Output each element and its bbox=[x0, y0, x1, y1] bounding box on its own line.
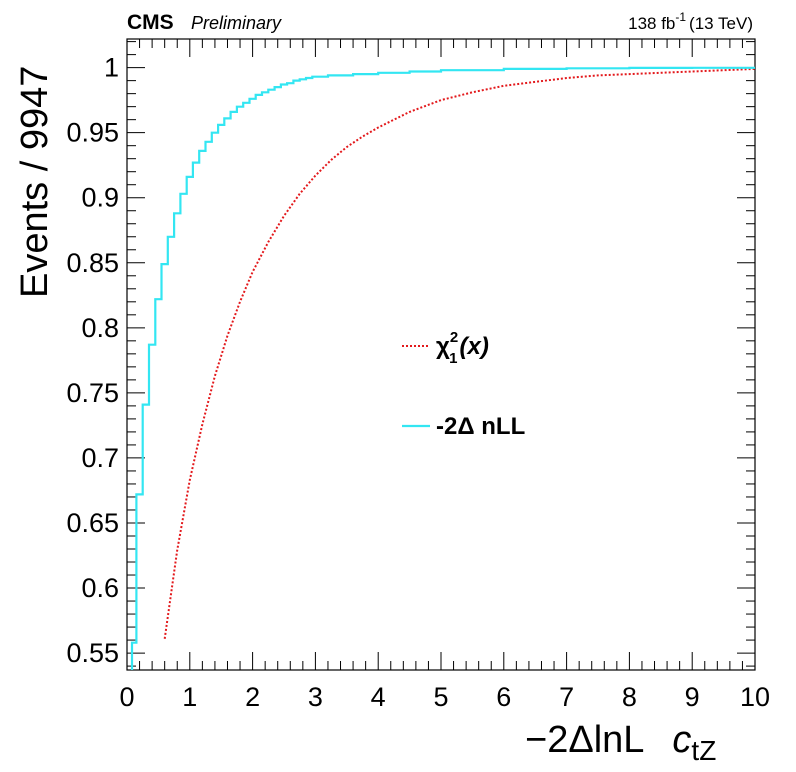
y-tick-label: 1 bbox=[104, 53, 119, 83]
x-axis-title-param-sub: tZ bbox=[691, 735, 716, 766]
x-tick-label: 4 bbox=[371, 682, 386, 712]
y-tick-label: 0.9 bbox=[81, 183, 119, 213]
legend-chi2-base: χ bbox=[436, 333, 450, 360]
y-axis-ticks bbox=[127, 41, 755, 667]
y-axis-tick-labels: 0.55 0.6 0.65 0.7 0.75 0.8 0.85 0.9 0.95 1 bbox=[66, 53, 119, 668]
lumi-label: 138 fb-1 (13 TeV) bbox=[628, 10, 753, 33]
y-tick-label: 0.65 bbox=[66, 508, 119, 538]
lumi-exponent: -1 bbox=[675, 10, 686, 24]
y-tick-label: 0.95 bbox=[66, 118, 119, 148]
x-tick-label: 9 bbox=[685, 682, 700, 712]
lumi-energy: (13 TeV) bbox=[689, 14, 753, 33]
x-tick-label: 6 bbox=[496, 682, 511, 712]
x-tick-label: 10 bbox=[740, 682, 770, 712]
x-tick-label: 0 bbox=[119, 682, 134, 712]
legend-chi2-arg: (x) bbox=[460, 333, 489, 360]
x-tick-label: 3 bbox=[308, 682, 323, 712]
y-tick-label: 0.75 bbox=[66, 378, 119, 408]
x-axis-tick-labels: 0 1 2 3 4 5 6 7 8 9 10 bbox=[119, 682, 770, 712]
legend-chi2-label: χ2 1(x) bbox=[436, 329, 489, 367]
y-axis-title: Events / 9947 bbox=[14, 66, 56, 298]
y-tick-label: 0.7 bbox=[81, 443, 119, 473]
x-tick-label: 7 bbox=[559, 682, 574, 712]
legend: χ2 1(x) -2Δ nLL bbox=[402, 329, 525, 440]
x-tick-label: 8 bbox=[622, 682, 637, 712]
y-tick-label: 0.85 bbox=[66, 248, 119, 278]
lumi-value: 138 fb bbox=[628, 14, 675, 33]
status-label: Preliminary bbox=[191, 13, 282, 33]
y-tick-label: 0.55 bbox=[66, 638, 119, 668]
x-axis-title-param: c bbox=[672, 719, 691, 761]
y-tick-label: 0.6 bbox=[81, 573, 119, 603]
y-tick-label: 0.8 bbox=[81, 313, 119, 343]
series-nll-curve bbox=[130, 66, 755, 670]
x-axis-ticks bbox=[126, 39, 756, 670]
x-tick-label: 2 bbox=[245, 682, 260, 712]
x-tick-label: 1 bbox=[182, 682, 197, 712]
experiment-label: CMS bbox=[127, 11, 174, 34]
x-axis-title: −2ΔlnL ctZ bbox=[525, 719, 716, 766]
legend-chi2-sup: 2 bbox=[450, 329, 458, 346]
legend-chi2-sub: 1 bbox=[449, 350, 457, 367]
x-tick-label: 5 bbox=[433, 682, 448, 712]
series-chi2-curve bbox=[163, 67, 755, 639]
x-axis-title-main: −2ΔlnL bbox=[525, 719, 644, 761]
legend-nll-label: -2Δ nLL bbox=[436, 413, 525, 440]
